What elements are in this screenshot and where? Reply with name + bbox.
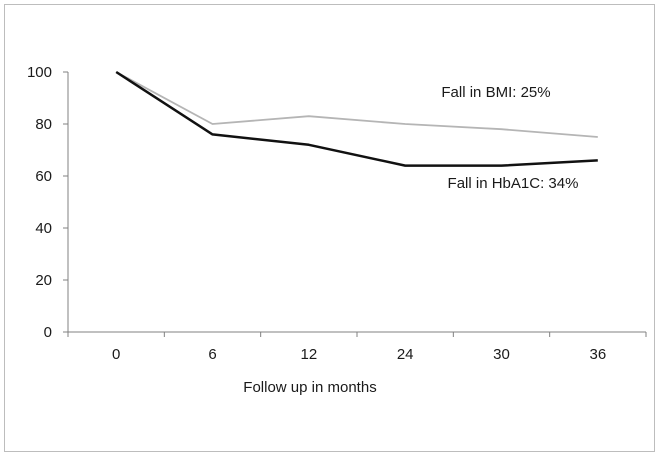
x-tick-label: 30 [493, 346, 510, 363]
y-axis-ticks: 0 20 40 60 80 100 [27, 64, 68, 341]
annotation-hba1c: Fall in HbA1C: 34% [448, 175, 579, 192]
x-axis-ticks: 0 6 12 24 30 36 [67, 332, 647, 363]
x-tick-label: 6 [208, 346, 216, 363]
x-axis-label: Follow up in months [243, 379, 376, 396]
y-tick-label: 80 [35, 116, 52, 133]
x-tick-label: 24 [397, 346, 414, 363]
y-tick-label: 20 [35, 272, 52, 289]
y-tick-label: 0 [44, 324, 52, 341]
series-line-hba1c [115, 70, 598, 167]
x-tick-label: 0 [112, 346, 120, 363]
series-line-bmi [115, 71, 598, 138]
y-tick-label: 60 [35, 168, 52, 185]
series-lines [115, 70, 598, 167]
axes [67, 72, 646, 333]
annotation-bmi: Fall in BMI: 25% [441, 84, 550, 101]
y-tick-label: 100 [27, 64, 52, 81]
x-tick-label: 36 [589, 346, 606, 363]
x-tick-label: 12 [300, 346, 317, 363]
chart-frame [4, 4, 655, 452]
y-tick-label: 40 [35, 220, 52, 237]
